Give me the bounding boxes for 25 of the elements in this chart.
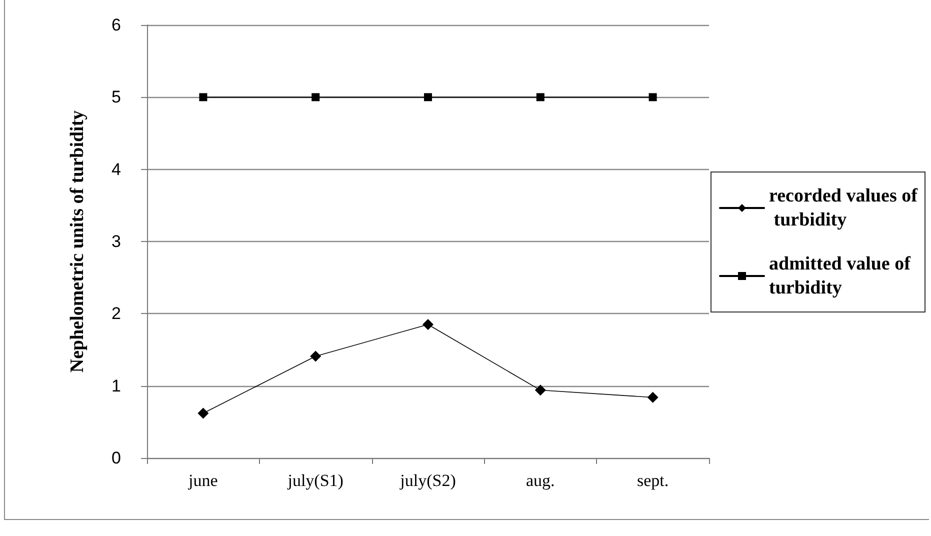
x-tick-label: aug. xyxy=(526,471,555,490)
point xyxy=(424,93,432,102)
point xyxy=(647,392,658,403)
y-tick-label: 2 xyxy=(112,304,121,324)
legend-label: admitted value of turbidity xyxy=(769,254,916,298)
point xyxy=(648,93,657,102)
y-tick-label: 0 xyxy=(112,448,121,468)
y-tick-label: 4 xyxy=(112,160,121,179)
x-tick-label: june xyxy=(188,471,218,490)
x-tick-label: july(S1) xyxy=(286,471,344,490)
point xyxy=(312,93,320,102)
point xyxy=(310,350,322,362)
x-tick-label: july(S2) xyxy=(399,471,456,490)
point xyxy=(422,318,434,330)
point xyxy=(199,93,208,102)
x-tick-label: sept. xyxy=(636,471,669,490)
y-tick-label: 6 xyxy=(112,16,121,34)
point xyxy=(534,384,546,396)
y-axis-title: Nephelometric units of turbidity xyxy=(67,110,88,373)
y-tick-label: 3 xyxy=(112,232,121,251)
y-tick-label: 5 xyxy=(112,88,121,107)
point xyxy=(536,93,544,102)
legend-label: recorded values of turbidity xyxy=(769,186,918,230)
point xyxy=(198,408,209,419)
y-tick-label: 1 xyxy=(112,376,121,396)
